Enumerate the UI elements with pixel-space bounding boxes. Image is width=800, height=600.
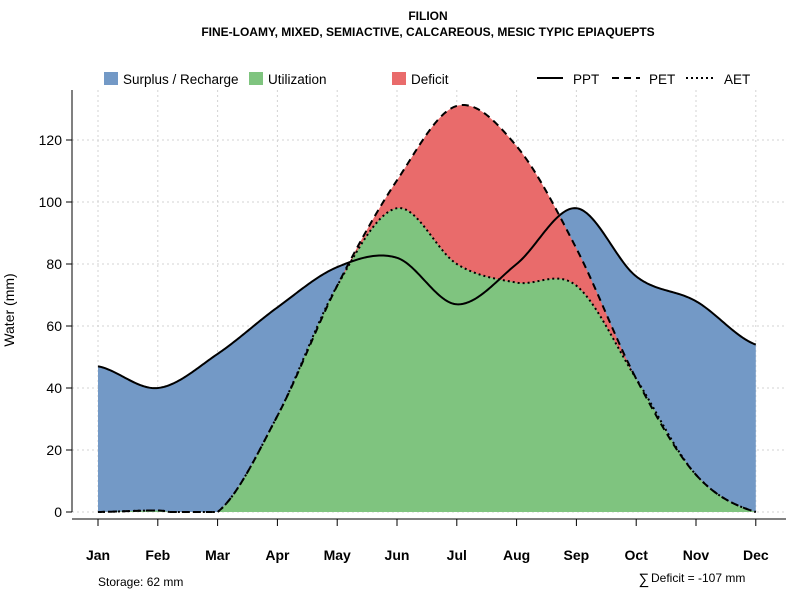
- x-tick-label: Feb: [145, 547, 170, 563]
- legend-label-aet: AET: [724, 72, 750, 87]
- y-tick-label: 100: [39, 194, 63, 210]
- y-tick-label: 60: [46, 318, 62, 334]
- legend-swatch-deficit: [392, 72, 406, 85]
- x-tick-label: Oct: [625, 547, 649, 563]
- x-tick-label: Dec: [743, 547, 769, 563]
- legend-label-deficit: Deficit: [411, 72, 449, 87]
- y-tick-label: 120: [39, 132, 63, 148]
- legend-label-utilization: Utilization: [268, 72, 327, 87]
- legend-label-pet: PET: [649, 72, 675, 87]
- x-tick-label: May: [324, 547, 351, 563]
- area-layer: [98, 105, 756, 512]
- legend-swatch-surplus: [104, 72, 118, 85]
- x-tick-label: Apr: [265, 547, 290, 563]
- y-axis-label: Water (mm): [1, 273, 17, 346]
- line-aet: [97, 207, 757, 513]
- line-layer: [97, 104, 757, 513]
- y-tick-label: 0: [54, 504, 62, 520]
- deficit-note: Deficit = -107 mm: [651, 571, 745, 585]
- chart-subtitle: FINE-LOAMY, MIXED, SEMIACTIVE, CALCAREOU…: [201, 25, 654, 39]
- chart-title: FILION: [408, 9, 447, 23]
- x-tick-label: Jan: [86, 547, 110, 563]
- x-tick-label: Sep: [564, 547, 590, 563]
- deficit-sum-symbol: ∑: [639, 571, 650, 588]
- y-tick-label: 40: [46, 380, 62, 396]
- x-tick-label: Mar: [205, 547, 230, 563]
- legend-swatch-utilization: [249, 72, 263, 85]
- legend-label-ppt: PPT: [573, 72, 599, 87]
- line-ppt: [97, 207, 757, 390]
- y-tick-label: 20: [46, 442, 62, 458]
- area-utilization: [98, 208, 756, 512]
- x-tick-label: Aug: [503, 547, 530, 563]
- x-tick-label: Nov: [683, 547, 710, 563]
- axis-layer: 0 20 40 60 80 100 120 Jan Feb Mar Apr May Jun Jul Aug S…: [39, 90, 786, 563]
- y-tick-label: 80: [46, 256, 62, 272]
- x-tick-label: Jul: [447, 547, 467, 563]
- x-tick-label: Jun: [385, 547, 410, 563]
- line-pet: [97, 104, 757, 513]
- storage-note: Storage: 62 mm: [98, 575, 183, 589]
- legend: Surplus / Recharge Utilization Deficit P…: [104, 72, 750, 87]
- legend-label-surplus: Surplus / Recharge: [123, 72, 239, 87]
